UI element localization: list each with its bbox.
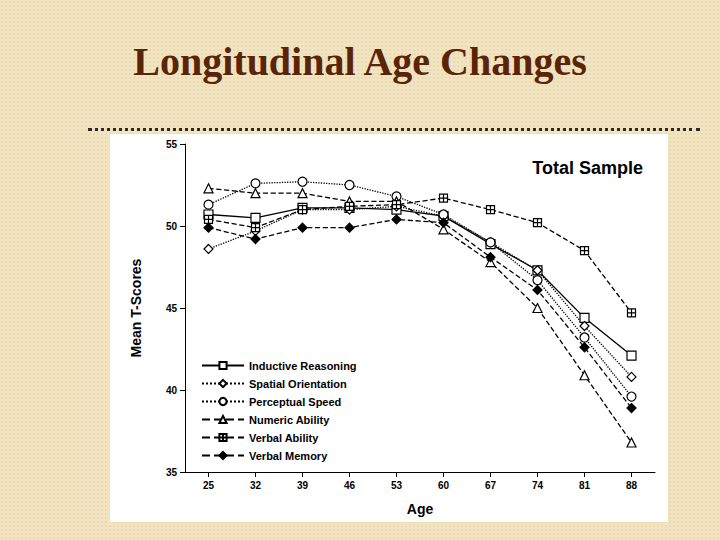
svg-text:Numeric Ability: Numeric Ability xyxy=(249,414,330,426)
svg-text:Total Sample: Total Sample xyxy=(532,158,643,178)
svg-text:Verbal Memory: Verbal Memory xyxy=(249,450,328,462)
svg-text:88: 88 xyxy=(626,480,638,491)
svg-text:Perceptual Speed: Perceptual Speed xyxy=(249,396,341,408)
svg-text:Age: Age xyxy=(407,501,434,517)
svg-text:60: 60 xyxy=(438,480,450,491)
svg-text:67: 67 xyxy=(485,480,497,491)
svg-text:Inductive Reasoning: Inductive Reasoning xyxy=(249,360,357,372)
svg-text:46: 46 xyxy=(344,480,356,491)
svg-text:32: 32 xyxy=(250,480,262,491)
svg-text:Mean T-Scores: Mean T-Scores xyxy=(128,258,144,357)
svg-text:39: 39 xyxy=(297,480,309,491)
svg-text:74: 74 xyxy=(532,480,544,491)
svg-text:50: 50 xyxy=(166,221,178,232)
svg-text:45: 45 xyxy=(166,303,178,314)
svg-text:25: 25 xyxy=(203,480,215,491)
html-text:Longitudinal Age Changes: Longitudinal Age Changes xyxy=(133,39,587,84)
svg-text:Spatial Orientation: Spatial Orientation xyxy=(249,378,347,390)
svg-text:35: 35 xyxy=(166,467,178,478)
svg-text:Verbal Ability: Verbal Ability xyxy=(249,432,319,444)
svg-text:81: 81 xyxy=(579,480,591,491)
svg-text:53: 53 xyxy=(391,480,403,491)
svg-text:40: 40 xyxy=(166,385,178,396)
svg-text:55: 55 xyxy=(166,139,178,150)
